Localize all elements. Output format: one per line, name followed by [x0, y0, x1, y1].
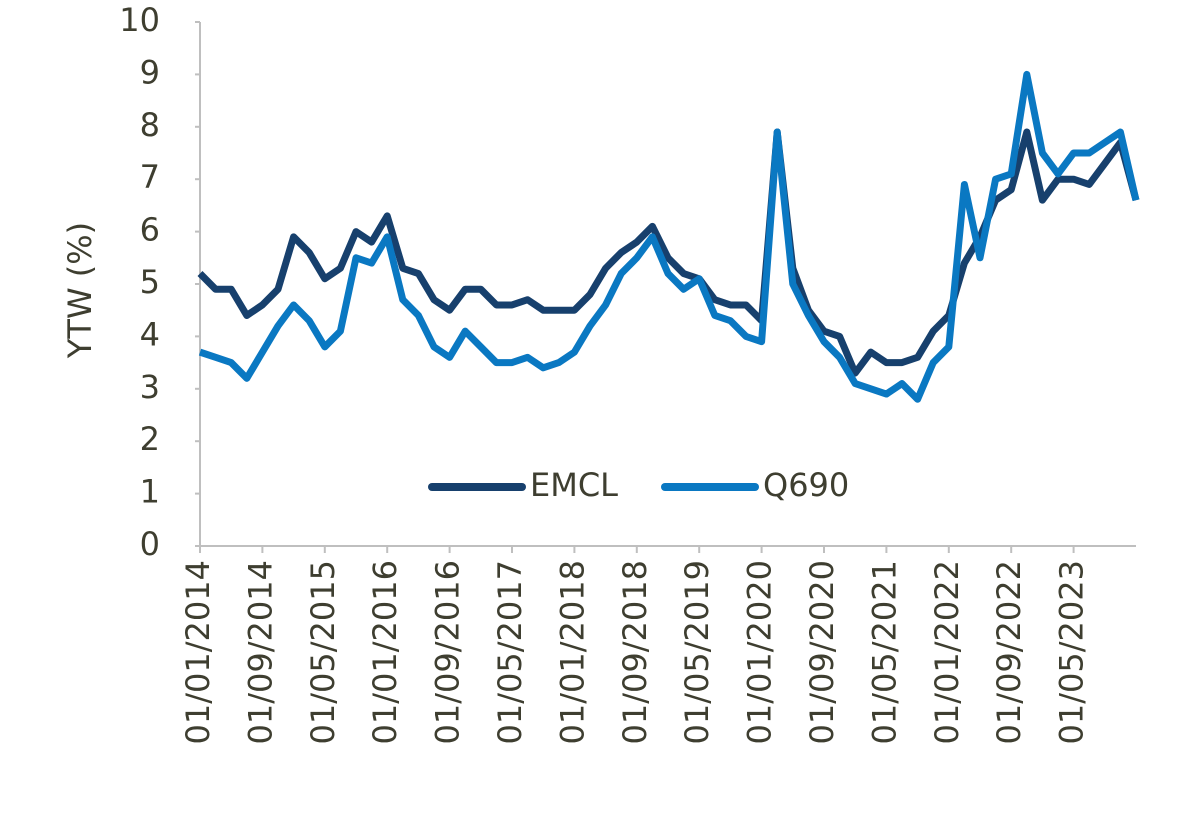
- x-tick-label: 01/09/2022: [990, 560, 1028, 744]
- x-tick-label: 01/05/2023: [1053, 560, 1091, 744]
- x-tick-label: 01/05/2019: [678, 560, 716, 744]
- x-tick-label: 01/01/2018: [553, 560, 591, 744]
- y-tick-label: 1: [140, 473, 160, 511]
- y-tick-label: 10: [119, 1, 160, 39]
- x-tick-label: 01/01/2022: [928, 560, 966, 744]
- x-tick-label: 01/09/2020: [803, 560, 841, 744]
- y-tick-label: 9: [140, 53, 160, 91]
- x-tick-label: 01/09/2016: [429, 560, 467, 744]
- y-axis-label: YTW (%): [61, 222, 99, 359]
- y-tick-label: 5: [140, 263, 160, 301]
- y-tick-label: 0: [140, 525, 160, 563]
- series-line: [198, 70, 1140, 403]
- y-tick-label: 4: [140, 315, 160, 353]
- x-tick-label: 01/01/2016: [366, 560, 404, 744]
- x-tick-label: 01/05/2021: [865, 560, 903, 744]
- x-tick-label: 01/05/2015: [304, 560, 342, 744]
- x-tick-label: 01/09/2014: [241, 560, 279, 744]
- x-tick-label: 01/01/2014: [179, 560, 217, 744]
- x-tick-label: 01/01/2020: [741, 560, 779, 744]
- y-tick-label: 3: [140, 368, 160, 406]
- y-tick-label: 2: [140, 420, 160, 458]
- y-tick-label: 6: [140, 211, 160, 249]
- y-tick-label: 7: [140, 158, 160, 196]
- x-tick-label: 01/05/2017: [491, 560, 529, 744]
- legend-label: Q690: [763, 466, 849, 504]
- y-tick-label: 8: [140, 106, 160, 144]
- legend-label: EMCL: [530, 466, 618, 504]
- x-tick-label: 01/09/2018: [616, 560, 654, 744]
- series-line: [197, 128, 1140, 377]
